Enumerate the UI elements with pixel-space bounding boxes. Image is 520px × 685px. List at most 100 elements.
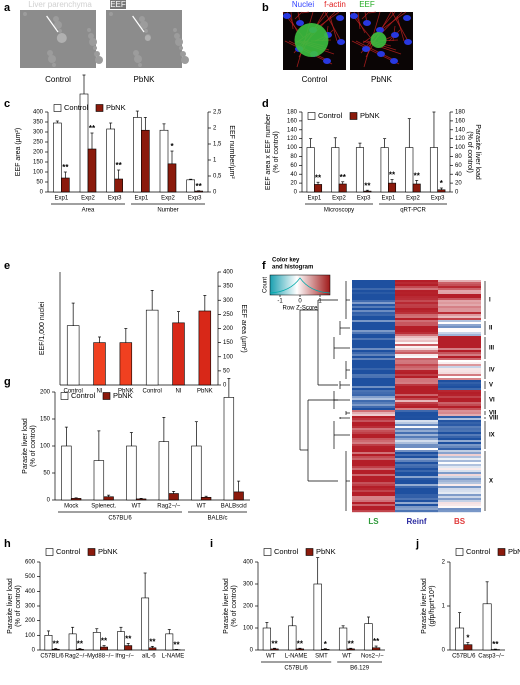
heatmap-cell xyxy=(438,482,481,485)
legend-swatch xyxy=(102,392,111,400)
bar xyxy=(44,635,53,651)
heatmap-cell xyxy=(438,456,481,459)
error-bar xyxy=(204,495,208,498)
tick-label: 60 xyxy=(455,163,462,169)
heatmap-cell xyxy=(438,498,481,501)
nucleus xyxy=(350,13,358,19)
heatmap-cell xyxy=(395,374,438,377)
error-bar xyxy=(383,138,387,148)
heatmap-cell xyxy=(352,462,395,465)
heatmap-cell xyxy=(352,356,395,359)
cell-texture xyxy=(174,33,180,39)
heatmap-cell xyxy=(438,352,481,355)
arrow xyxy=(46,15,59,33)
heatmap-cell xyxy=(352,416,395,419)
heatmap-cell xyxy=(395,478,438,481)
heatmap-cell xyxy=(352,384,395,387)
category-label: Nos2−/− xyxy=(361,654,384,660)
error-bar xyxy=(323,648,327,650)
heatmap-cell xyxy=(438,350,481,353)
heatmap-cell xyxy=(395,410,438,413)
cell-texture xyxy=(140,21,148,29)
heatmap-cell xyxy=(438,414,481,417)
heatmap-cell xyxy=(395,466,438,469)
actin xyxy=(357,11,361,30)
heatmap-cell xyxy=(352,442,395,445)
error-bar xyxy=(415,180,419,184)
tick-label: 1,5 xyxy=(213,142,222,148)
heatmap-cell xyxy=(438,424,481,427)
heatmap-cell xyxy=(395,480,438,483)
heatmap-cell xyxy=(438,324,481,327)
heatmap-cell xyxy=(352,334,395,337)
heatmap-cell xyxy=(395,380,438,383)
error-bar xyxy=(432,111,436,148)
category-label: PbNK xyxy=(118,389,134,395)
heatmap-cell xyxy=(438,334,481,337)
heatmap-cell xyxy=(352,432,395,435)
bar xyxy=(70,498,82,501)
caption: Control xyxy=(45,75,71,84)
heatmap-cell xyxy=(395,344,438,347)
heatmap-cell xyxy=(395,298,438,301)
category-label: SMT xyxy=(315,654,328,660)
tick-label: 20 xyxy=(290,181,297,187)
heatmap-cell xyxy=(352,288,395,291)
cluster-label: IV xyxy=(489,368,495,374)
heatmap-cell xyxy=(438,466,481,469)
heatmap-cell xyxy=(352,464,395,467)
eef-spot xyxy=(144,35,151,41)
heatmap-cell xyxy=(395,322,438,325)
group-label: BALB/c xyxy=(207,516,227,522)
bar xyxy=(306,147,315,193)
heatmap-cell xyxy=(438,438,481,441)
nucleus xyxy=(391,32,399,38)
tick-label: 400 xyxy=(33,110,44,116)
heatmap-cell xyxy=(352,308,395,311)
heatmap-cell xyxy=(438,426,481,429)
heatmap-cell xyxy=(352,490,395,493)
error-bar xyxy=(172,491,176,494)
significance: ** xyxy=(492,640,499,649)
heatmap-cell xyxy=(438,356,481,359)
heatmap-cell xyxy=(352,280,395,283)
legend-swatch xyxy=(60,392,69,400)
heatmap-cell xyxy=(352,436,395,439)
category-label: Casp3−/− xyxy=(478,654,505,660)
error-bar xyxy=(90,132,94,149)
error-bar xyxy=(124,328,128,343)
heatmap-cell xyxy=(352,444,395,447)
heatmap-cell xyxy=(438,446,481,449)
actin xyxy=(362,11,407,44)
heatmap-cell xyxy=(438,384,481,387)
heatmap-cell xyxy=(438,330,481,333)
category-label: BALBscid xyxy=(221,504,247,510)
heatmap-cell xyxy=(352,376,395,379)
tick-label: 120 xyxy=(455,136,466,142)
error-bar xyxy=(102,645,106,648)
tick-label: 20 xyxy=(455,181,462,187)
heatmap-cell xyxy=(395,432,438,435)
heatmap-cell xyxy=(352,470,395,473)
heatmap-cell xyxy=(352,482,395,485)
heatmap-cell xyxy=(352,400,395,403)
tick-label: 2 xyxy=(213,126,217,132)
bar xyxy=(233,491,244,501)
cell-texture xyxy=(93,46,97,50)
heatmap-cell xyxy=(438,478,481,481)
error-bar xyxy=(135,110,139,118)
error-bar xyxy=(177,311,180,323)
heatmap-cell xyxy=(395,406,438,409)
error-bar xyxy=(167,629,171,634)
heatmap-cell xyxy=(395,464,438,467)
tick-label: 0 xyxy=(32,648,36,654)
actin xyxy=(301,11,310,14)
bar xyxy=(135,498,147,501)
tick-label: 100 xyxy=(40,444,51,450)
heatmap-cell xyxy=(352,372,395,375)
bar xyxy=(68,633,77,651)
heatmap-cell xyxy=(438,404,481,407)
category-label: Splenect. xyxy=(91,504,116,510)
heatmap-cell xyxy=(352,422,395,425)
